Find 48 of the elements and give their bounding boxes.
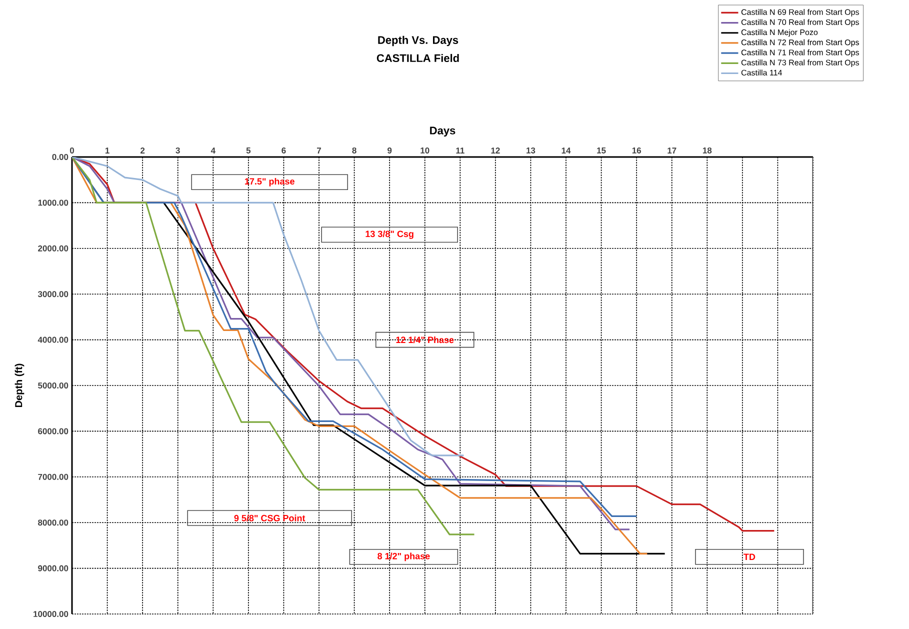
x-tick-label: 4	[210, 148, 216, 154]
x-tick-label: 8	[352, 147, 356, 154]
x-tick-label: 15	[597, 148, 606, 154]
y-tick-label: 9000.00	[38, 565, 68, 572]
legend-label: Castilla N 69 Real from Start Ops	[741, 9, 859, 16]
y-tick-label: 1000.00	[38, 200, 68, 206]
x-tick-label: 14	[562, 148, 571, 154]
annotation: 9 5/8" CSG Point	[234, 514, 306, 522]
y-tick-label: 3000.00	[38, 291, 68, 298]
x-tick-label: 11	[456, 148, 464, 154]
legend-label: Castilla N 73 Real from Start Ops	[741, 60, 859, 67]
legend-label: Castilla N 70 Real from Start Ops	[741, 19, 859, 27]
x-tick-label: 3	[176, 147, 180, 154]
legend-label: Castilla N 71 Real from Start Ops	[741, 49, 859, 57]
x-tick-label: 13	[526, 147, 536, 154]
annotation: 8 1/2" phase	[378, 552, 430, 562]
annotation: TD	[744, 554, 756, 560]
x-tick-label: 7	[317, 148, 321, 154]
x-tick-label: 6	[282, 147, 286, 154]
y-tick-label: 8000.00	[38, 520, 68, 526]
y-axis-title: Depth (ft)	[14, 364, 24, 408]
legend-label: Castilla N Mejor Pozo	[741, 29, 818, 37]
legend-label: Castilla N 72 Real from Start Ops	[741, 39, 859, 47]
y-tick-label: 5000.00	[38, 382, 68, 389]
x-tick-label: 10	[420, 147, 430, 154]
annotation: 13 3/8" Csg	[366, 230, 414, 239]
x-tick-label: 12	[491, 148, 500, 154]
line-series	[72, 157, 464, 456]
x-tick-label: 18	[702, 147, 712, 154]
x-tick-label: 17	[668, 148, 676, 154]
x-tick-label: 5	[246, 148, 251, 154]
y-tick-label: 0.00	[52, 154, 68, 160]
y-tick-label: 4000.00	[38, 336, 68, 343]
y-tick-label: 2000.00	[38, 245, 68, 252]
chart-subtitle: CASTILLA Field	[376, 54, 459, 62]
chart-title: Depth Vs. Days	[378, 36, 458, 46]
y-tick-label: 6000.00	[38, 428, 68, 434]
annotation: 17.5" phase	[245, 178, 294, 186]
x-tick-label: 0	[70, 147, 74, 154]
y-tick-label: 10000.00	[34, 611, 68, 618]
x-tick-label: 9	[388, 147, 392, 154]
y-tick-label: 7000.00	[38, 474, 68, 480]
legend-label: Castilla 114	[741, 70, 782, 76]
x-axis-title: Days	[430, 126, 456, 137]
x-tick-label: 2	[140, 148, 145, 154]
annotation: 12 1/4" Phase	[396, 336, 454, 344]
x-tick-label: 16	[632, 147, 641, 154]
x-tick-label: 1	[105, 148, 110, 154]
